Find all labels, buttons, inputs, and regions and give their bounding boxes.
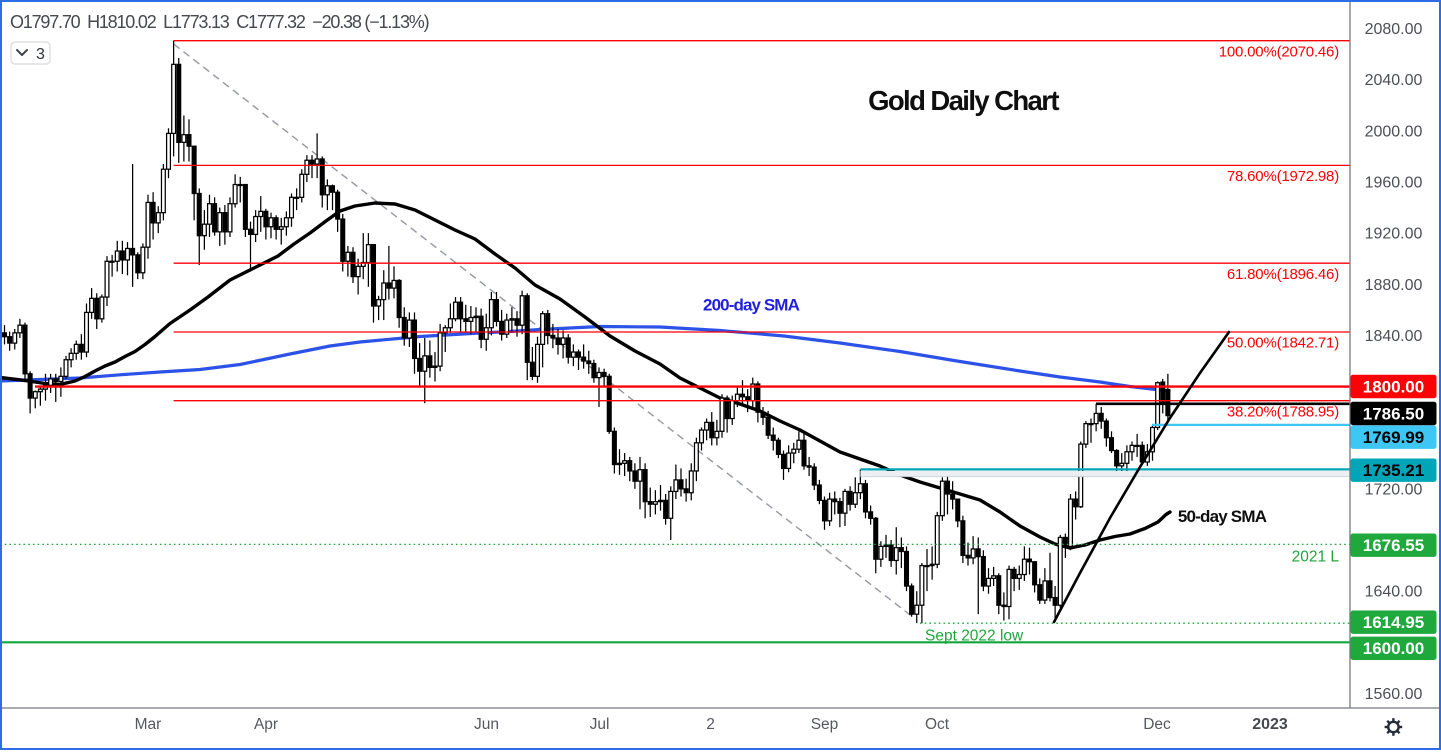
- svg-text:Gold Daily Chart: Gold Daily Chart: [868, 85, 1059, 116]
- svg-text:50.00%(1842.71): 50.00%(1842.71): [1227, 335, 1339, 352]
- svg-text:Jul: Jul: [590, 716, 610, 733]
- svg-text:Jun: Jun: [474, 716, 499, 733]
- svg-text:1880.00: 1880.00: [1365, 277, 1423, 294]
- svg-text:1920.00: 1920.00: [1365, 226, 1423, 243]
- svg-text:61.80%(1896.46): 61.80%(1896.46): [1227, 266, 1339, 283]
- svg-text:1640.00: 1640.00: [1365, 584, 1423, 601]
- svg-text:1786.50: 1786.50: [1363, 404, 1424, 423]
- svg-text:1735.21: 1735.21: [1363, 461, 1424, 480]
- svg-text:Dec: Dec: [1143, 716, 1171, 733]
- svg-text:Sept 2022 low: Sept 2022 low: [925, 628, 1024, 645]
- svg-text:1800.00: 1800.00: [1363, 377, 1424, 396]
- svg-text:Sep: Sep: [811, 716, 839, 733]
- svg-text:1960.00: 1960.00: [1365, 175, 1423, 192]
- svg-text:1769.99: 1769.99: [1363, 428, 1424, 447]
- svg-text:O1797.70 H1810.02 L1773.13: O1797.70 H1810.02 L1773.13 C1777.32 −20.…: [10, 12, 429, 32]
- svg-text:Oct: Oct: [925, 716, 950, 733]
- svg-text:2023: 2023: [1252, 716, 1288, 733]
- svg-text:100.00%(2070.46): 100.00%(2070.46): [1219, 43, 1339, 60]
- svg-text:2080.00: 2080.00: [1365, 21, 1423, 38]
- svg-text:Apr: Apr: [254, 716, 278, 733]
- svg-text:38.20%(1788.95): 38.20%(1788.95): [1227, 403, 1339, 420]
- svg-text:50-day SMA: 50-day SMA: [1178, 507, 1267, 526]
- svg-text:1720.00: 1720.00: [1365, 481, 1423, 498]
- svg-text:3: 3: [36, 46, 45, 63]
- svg-text:78.60%(1972.98): 78.60%(1972.98): [1227, 168, 1339, 185]
- svg-text:1676.55: 1676.55: [1363, 536, 1424, 555]
- svg-text:1600.00: 1600.00: [1363, 639, 1424, 658]
- svg-text:1560.00: 1560.00: [1365, 686, 1423, 703]
- svg-text:1840.00: 1840.00: [1365, 328, 1423, 345]
- svg-text:2: 2: [706, 716, 715, 733]
- svg-text:1614.95: 1614.95: [1363, 613, 1424, 632]
- svg-text:Mar: Mar: [135, 716, 162, 733]
- svg-text:200-day SMA: 200-day SMA: [703, 296, 800, 315]
- svg-text:2021 L: 2021 L: [1292, 548, 1340, 565]
- svg-text:2040.00: 2040.00: [1365, 72, 1423, 89]
- svg-text:2000.00: 2000.00: [1365, 123, 1423, 140]
